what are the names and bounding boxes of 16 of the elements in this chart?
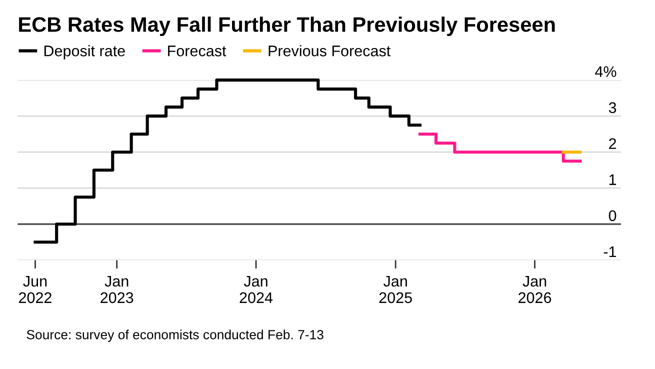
chart-title: ECB Rates May Fall Further Than Previously Foreseen [19, 16, 555, 36]
legend-label: Forecast [168, 46, 226, 56]
legend-label: Deposit rate [44, 45, 125, 60]
source-note: Source: survey of economists conducted Feb. 7-13 [26, 330, 324, 342]
y-tick-label: 0 [608, 210, 616, 222]
y-tick-label: 3 [608, 102, 616, 114]
y-tick-label: -1 [604, 246, 616, 257]
x-tick-label: Jan 2024 [240, 276, 273, 304]
y-tick-label: 4% [595, 66, 616, 77]
x-tick-label: Jan 2026 [518, 276, 552, 304]
x-tick-label: Jan 2023 [100, 276, 134, 304]
x-tick-label: Jan 2025 [379, 276, 412, 304]
x-tick-label: Jun 2022 [19, 276, 52, 304]
y-tick-label: 1 [609, 174, 616, 185]
y-tick-label: 2 [609, 138, 616, 149]
legend-label: Previous Forecast [268, 45, 391, 56]
